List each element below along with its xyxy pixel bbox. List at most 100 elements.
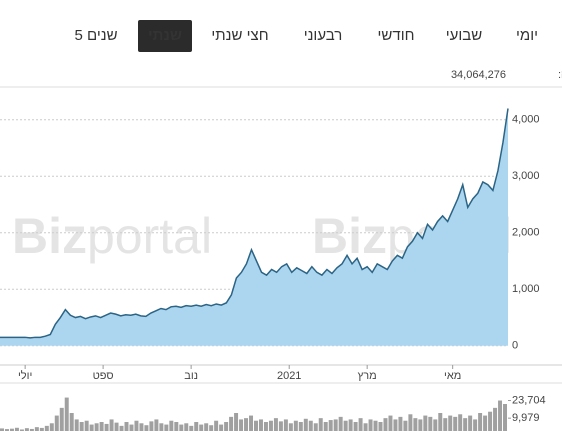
volume-bar — [403, 420, 408, 431]
tab[interactable]: חצי שנתי — [211, 27, 268, 44]
volume-bar — [453, 416, 458, 431]
volume-bar — [14, 427, 19, 431]
volume-bar — [303, 418, 308, 431]
volume-bar — [49, 423, 54, 431]
volume-bar — [204, 423, 209, 431]
volume-bar — [468, 415, 473, 431]
tab[interactable]: שבועי — [446, 27, 482, 44]
x-tick-label: יולי — [18, 369, 32, 382]
volume-bar — [488, 411, 493, 431]
volume-bar — [144, 425, 149, 431]
volume-bar — [24, 428, 29, 431]
volume-bar — [69, 413, 74, 431]
volume-bar — [179, 424, 184, 431]
volume-bar — [418, 419, 423, 431]
volume-bar — [338, 416, 343, 431]
volume-bar — [318, 418, 323, 431]
volume-bar — [9, 428, 14, 431]
y-tick-label: 3,000 — [512, 170, 540, 182]
volume-bar — [463, 418, 468, 431]
volume-bar — [59, 407, 64, 431]
volume-bar — [34, 427, 39, 431]
volume-bar — [473, 419, 478, 431]
volume-bar — [423, 415, 428, 431]
volume-bar — [174, 422, 179, 431]
volume-bar — [428, 416, 433, 431]
volume-bar — [224, 422, 229, 431]
volume-bar — [373, 420, 378, 431]
volume-bar — [458, 414, 463, 431]
x-tick-label: ספט — [93, 370, 114, 382]
volume-bar — [273, 418, 278, 431]
volume-bar — [353, 422, 358, 431]
volume-bar — [119, 425, 124, 431]
area-fill — [0, 108, 508, 346]
volume-bar — [378, 422, 383, 431]
volume-bar — [219, 424, 224, 431]
volume-bar — [393, 419, 398, 431]
volume-bar — [229, 416, 234, 431]
volume-bar — [503, 404, 508, 431]
volume-bar — [64, 397, 69, 431]
volume-bar — [313, 423, 318, 431]
volume-bar — [239, 419, 244, 431]
volume-bar — [493, 407, 498, 431]
y-tick-label: 0 — [512, 340, 518, 352]
volume-bar — [234, 413, 239, 431]
watermark-bold: Biz — [12, 208, 87, 264]
volume-bar — [189, 425, 194, 431]
volume-tick-label: 23,704 — [512, 394, 546, 406]
volume-bar — [298, 422, 303, 431]
volume-bar — [29, 428, 34, 431]
volume-bar — [184, 423, 189, 431]
tab[interactable]: יומי — [516, 27, 538, 44]
watermark-light: portal — [87, 208, 212, 264]
volume-bar — [358, 418, 363, 431]
volume-bar — [0, 428, 4, 431]
volume-bar — [4, 429, 9, 431]
volume-bar — [333, 419, 338, 431]
tab[interactable]: חודשי — [378, 27, 415, 44]
volume-bar — [278, 421, 283, 431]
volume-bar — [498, 400, 503, 431]
volume-bar — [159, 423, 164, 431]
volume-bar — [79, 422, 84, 431]
volume-bar — [483, 415, 488, 431]
x-tick-label: מרץ — [358, 370, 377, 382]
volume-bar — [169, 420, 174, 431]
volume-bar — [19, 429, 24, 431]
tab-selected-bg — [138, 20, 192, 52]
volume-bar — [323, 422, 328, 431]
tab[interactable]: שנתי — [148, 27, 182, 44]
volume-bar — [244, 418, 249, 431]
x-tick-label: 2021 — [277, 370, 301, 382]
volume-bar — [149, 421, 154, 431]
volume-bar — [343, 420, 348, 431]
volume-bar — [268, 420, 273, 431]
y-tick-label: 4,000 — [512, 114, 540, 126]
volume-bar — [413, 418, 418, 431]
volume-tick-label: 9,979 — [512, 412, 540, 424]
y-tick-label: 2,000 — [512, 227, 540, 239]
volume-bar — [443, 418, 448, 431]
x-tick-label: נוב — [184, 370, 198, 382]
x-tick-label: מאי — [444, 370, 461, 382]
volume-bar — [124, 422, 129, 431]
volume-bar — [438, 413, 443, 431]
volume-bar — [84, 420, 89, 431]
watermark-bold: Biz — [312, 208, 387, 264]
tab[interactable]: 5 שנים — [74, 27, 117, 44]
volume-bar — [388, 415, 393, 431]
volume-bar — [194, 422, 199, 431]
volume-bar — [154, 419, 159, 431]
tab[interactable]: רבעוני — [304, 27, 343, 44]
volume-bar — [258, 419, 263, 431]
volume-bar — [383, 418, 388, 431]
volume-bar — [288, 423, 293, 431]
volume-bar — [89, 424, 94, 431]
volume-bar — [263, 422, 268, 431]
volume-bar — [74, 419, 79, 431]
volume-bar — [249, 415, 254, 431]
volume-bar — [363, 423, 368, 431]
